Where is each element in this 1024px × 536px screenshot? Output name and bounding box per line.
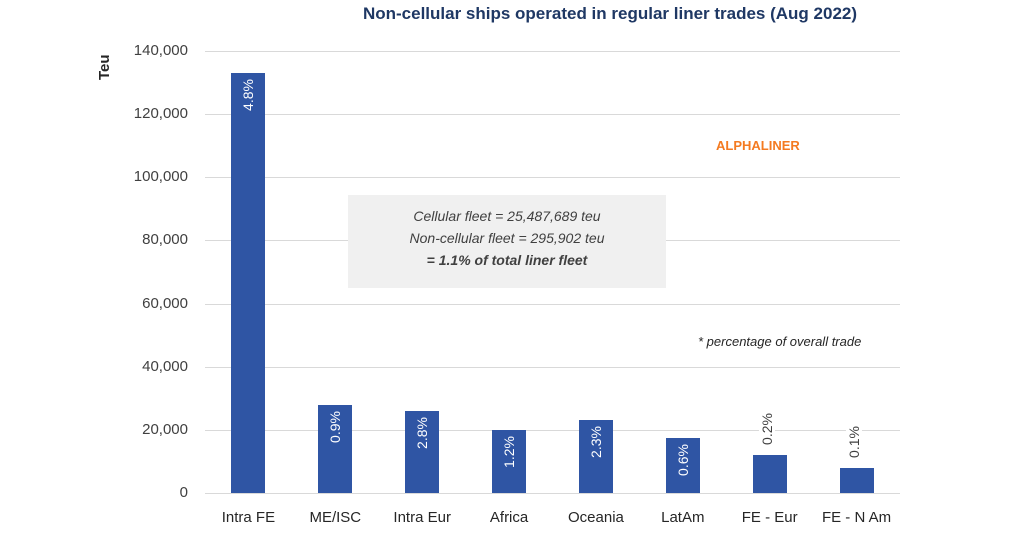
x-tick-label: ME/ISC: [309, 509, 362, 526]
info-line-share: = 1.1% of total liner fleet: [426, 252, 588, 268]
gridline: [205, 493, 900, 494]
bar: 2.8%: [405, 410, 440, 493]
gridline: [205, 114, 900, 116]
x-tick-label: Oceania: [568, 509, 624, 526]
bar-data-label: 2.8%: [414, 416, 431, 449]
y-tick-label: 20,000: [142, 420, 188, 438]
gridline: [205, 51, 900, 52]
bar: 2.3%: [578, 420, 613, 493]
x-tick-label: FE - N Am: [821, 509, 892, 526]
gridline: [205, 303, 900, 305]
x-tick-label: Africa: [489, 509, 529, 526]
chart-title: Non-cellular ships operated in regular l…: [362, 4, 858, 23]
bar-data-label: 0.6%: [674, 443, 691, 476]
y-tick-label: 40,000: [142, 357, 188, 375]
y-tick-label: 140,000: [133, 42, 188, 59]
info-line-cellular: Cellular fleet = 25,487,689 teu: [413, 208, 601, 224]
bar: [839, 467, 874, 493]
y-tick-label: 0: [179, 484, 188, 501]
bar: [752, 455, 787, 493]
bar: 0.6%: [665, 437, 700, 493]
x-tick-label: LatAm: [661, 509, 705, 526]
x-tick-label: Intra Eur: [393, 509, 451, 526]
x-tick-label: FE - Eur: [741, 509, 798, 526]
bar-data-label: 2.3%: [587, 426, 604, 459]
bar-data-label: 0.1%: [845, 422, 862, 461]
bar-data-label: 1.2%: [501, 435, 518, 468]
info-line-noncellular: Non-cellular fleet = 295,902 teu: [409, 230, 605, 246]
bar: 0.9%: [318, 404, 353, 493]
bar-data-label: 0.9%: [327, 410, 344, 443]
bar: 4.8%: [231, 73, 266, 493]
y-tick-label: 100,000: [133, 168, 188, 186]
gridline: [205, 177, 900, 179]
bar-data-label: 4.8%: [240, 79, 257, 112]
gridline: [205, 429, 900, 431]
y-tick-label: 120,000: [133, 105, 188, 123]
x-tick-label: Intra FE: [221, 509, 276, 526]
brand-label: ALPHALINER: [716, 138, 800, 153]
y-tick-label: 60,000: [142, 294, 188, 312]
bar-data-label: 0.2%: [758, 410, 775, 449]
y-tick-label: 80,000: [142, 231, 188, 249]
gridline: [205, 366, 900, 368]
bar: 1.2%: [492, 429, 527, 493]
fleet-info-box: Cellular fleet = 25,487,689 teu Non-cell…: [348, 195, 666, 288]
footnote: * percentage of overall trade: [698, 334, 862, 349]
